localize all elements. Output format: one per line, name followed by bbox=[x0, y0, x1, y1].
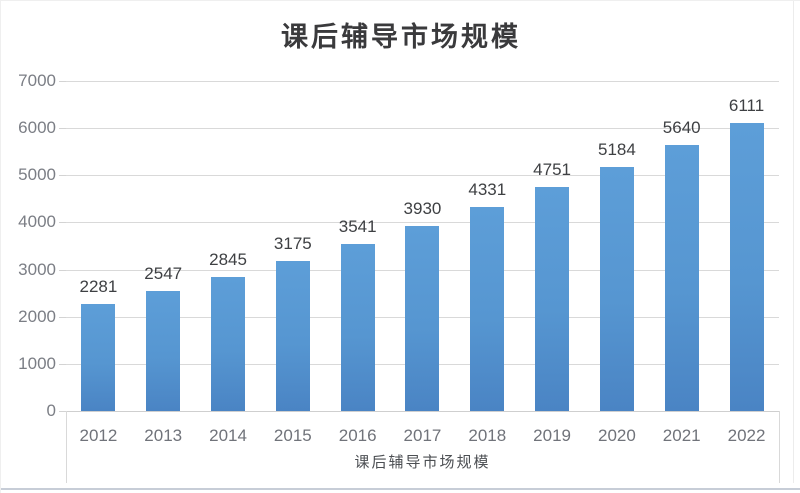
y-axis-tick bbox=[59, 270, 66, 271]
bar bbox=[664, 145, 699, 411]
y-axis-label: 6000 bbox=[18, 118, 56, 137]
data-label: 5184 bbox=[597, 139, 636, 159]
y-axis-label: 3000 bbox=[18, 260, 56, 279]
bar bbox=[470, 206, 505, 411]
x-axis-label: 2015 bbox=[273, 426, 312, 445]
x-axis-label: 2017 bbox=[403, 426, 442, 445]
gridline bbox=[66, 128, 779, 129]
bar-group-2015: 3175 bbox=[260, 81, 325, 411]
axis-frame-line-left bbox=[66, 411, 67, 483]
gridline bbox=[66, 222, 779, 223]
data-label: 2281 bbox=[79, 276, 118, 296]
data-label: 4331 bbox=[468, 179, 507, 199]
data-label: 2845 bbox=[209, 249, 247, 269]
x-axis-label: 2014 bbox=[209, 426, 247, 445]
bar bbox=[340, 244, 375, 411]
data-label: 3541 bbox=[338, 217, 377, 237]
data-label: 5640 bbox=[662, 118, 701, 138]
bar-group-2020: 5184 bbox=[585, 81, 650, 411]
y-axis-label: 7000 bbox=[18, 71, 56, 90]
chart-border-bottom bbox=[1, 488, 800, 490]
bar bbox=[275, 261, 310, 411]
y-axis-label: 2000 bbox=[18, 307, 56, 326]
bar bbox=[729, 122, 764, 411]
plot-area: 0 1000 2000 3000 4000 5000 6000 7000 2281 2547 28… bbox=[18, 72, 779, 420]
x-axis-label: 2016 bbox=[338, 426, 377, 445]
gridline bbox=[66, 81, 779, 82]
y-axis-label: 4000 bbox=[18, 212, 56, 231]
data-label: 3175 bbox=[273, 234, 312, 254]
x-axis-label: 2012 bbox=[79, 426, 118, 445]
x-axis-label: 2021 bbox=[662, 426, 701, 445]
bar-group-2021: 5640 bbox=[649, 81, 714, 411]
bar bbox=[599, 166, 634, 411]
bar-group-2012: 2281 bbox=[66, 81, 131, 411]
x-axis-label: 2013 bbox=[144, 426, 183, 445]
bar bbox=[146, 290, 181, 411]
y-axis-label: 5000 bbox=[18, 165, 56, 184]
x-axis-labels: 2012 2013 2014 2015 2016 2017 2018 2019 2020 2021… bbox=[66, 411, 779, 461]
y-axis-label: 0 bbox=[46, 401, 56, 420]
x-axis-title: 课后辅导市场规模 bbox=[354, 454, 491, 471]
y-axis-tick bbox=[59, 222, 66, 223]
y-axis-tick bbox=[59, 317, 66, 318]
chart-title: 课后辅导市场规模 bbox=[281, 22, 521, 52]
y-axis-tick bbox=[59, 364, 66, 365]
x-axis-label: 2019 bbox=[533, 426, 571, 445]
bar-group-2014: 2845 bbox=[196, 81, 261, 411]
x-axis-label: 2022 bbox=[727, 426, 766, 445]
bar bbox=[405, 225, 440, 411]
x-axis-label: 2020 bbox=[597, 426, 636, 445]
bar bbox=[81, 303, 116, 411]
y-axis-tick bbox=[59, 128, 66, 129]
bar bbox=[211, 276, 246, 411]
data-label: 3930 bbox=[403, 198, 442, 218]
data-label: 4751 bbox=[533, 160, 571, 179]
axis-frame-line-right bbox=[779, 411, 780, 483]
bar-group-2016: 3541 bbox=[325, 81, 390, 411]
gridline bbox=[66, 175, 779, 176]
bar-series: 2281 2547 2845 3175 3541 3930 4331 4751 5184 5640… bbox=[66, 81, 779, 411]
data-label: 2547 bbox=[144, 263, 183, 283]
bar-group-2013: 2547 bbox=[131, 81, 196, 411]
x-axis-label: 2018 bbox=[468, 426, 507, 445]
y-axis-tick bbox=[59, 175, 66, 176]
y-axis-label: 1000 bbox=[18, 354, 56, 373]
data-label: 6111 bbox=[728, 95, 765, 115]
y-axis-tick bbox=[59, 81, 66, 82]
bar-group-2019: 4751 bbox=[520, 81, 585, 411]
y-axis-tick bbox=[59, 411, 66, 412]
bar-group-2018: 4331 bbox=[455, 81, 520, 411]
x-axis-line bbox=[66, 411, 779, 412]
chart-border-right bbox=[793, 1, 794, 483]
bar-group-2017: 3930 bbox=[390, 81, 455, 411]
bar-group-2022: 6111 bbox=[714, 81, 779, 411]
bar bbox=[535, 187, 570, 411]
